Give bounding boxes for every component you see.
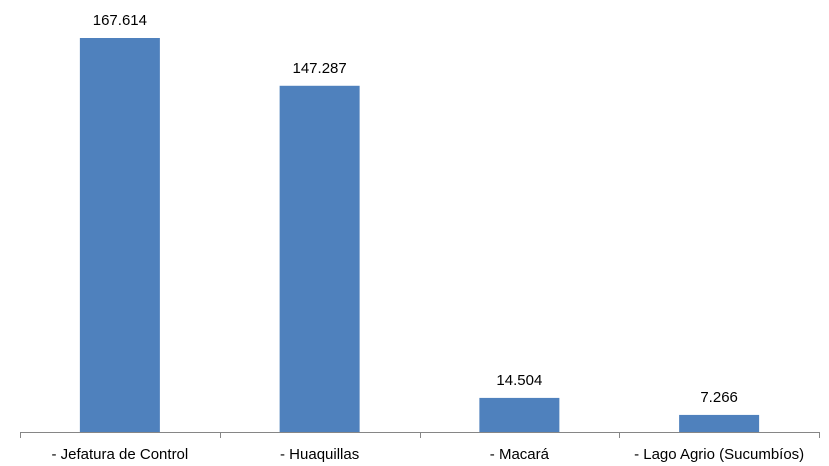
x-axis: [20, 432, 820, 438]
bars-group: [80, 38, 759, 432]
value-label-1: 167.614: [93, 12, 147, 29]
value-labels-group: 167.614 147.287 14.504 7.266: [93, 12, 738, 406]
bar-1: [80, 38, 160, 432]
category-label-4: - Lago Agrio (Sucumbíos): [634, 446, 804, 463]
category-labels-group: - Jefatura de Control - Huaquillas - Macar…: [52, 446, 805, 463]
value-label-3: 14.504: [496, 372, 542, 389]
category-label-1: - Jefatura de Control: [52, 446, 189, 463]
value-label-2: 147.287: [293, 60, 347, 77]
bar-2: [280, 86, 360, 432]
category-label-3: - Macará: [490, 446, 550, 463]
category-label-2: - Huaquillas: [280, 446, 359, 463]
bar-4: [679, 415, 759, 432]
bar-3: [479, 398, 559, 432]
value-label-4: 7.266: [700, 389, 738, 406]
